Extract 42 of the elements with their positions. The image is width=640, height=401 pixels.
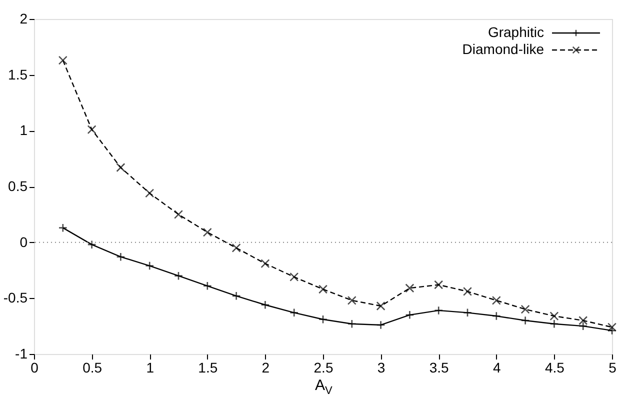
point [202,228,212,237]
point [145,188,154,198]
point [492,296,501,305]
y-tick-label: 1.5 [8,66,28,82]
y-tick-label: 1 [20,122,28,138]
x-tick-label: 2 [262,360,270,376]
point [376,301,386,311]
point [174,210,184,219]
point [462,286,472,296]
point [347,296,356,305]
x-tick-label: 3 [377,360,386,376]
point [58,56,68,65]
x-tick-label: 5 [608,360,617,376]
point [318,284,328,294]
point [87,125,96,134]
legend-label: Diamond-like [462,41,544,57]
x-tick-label: 1 [146,360,154,376]
point [260,259,270,268]
x-tick-label: 4 [493,360,501,376]
point [607,322,617,332]
y-tick-label: 2 [20,10,28,26]
point [607,326,617,336]
y-tick-label: -0.5 [3,290,28,306]
y-tick-label: -1 [15,346,28,362]
y-tick-label: 0.5 [8,178,28,194]
x-tick-label: 0.5 [82,360,102,376]
point [58,223,68,232]
x-tick-label: 0 [30,360,39,376]
point [550,312,559,321]
y-tick-label: 0 [20,234,28,250]
point [578,316,588,326]
legend-label: Graphitic [488,24,544,40]
point [434,280,444,290]
point [405,284,414,293]
point [290,272,299,282]
x-tick-label: 2.5 [314,360,334,376]
x-tick-label: 1.5 [198,360,218,376]
point [116,162,126,172]
point [232,243,241,252]
x-tick-label: 3.5 [429,360,450,376]
point [520,304,530,314]
x-tick-label: 4.5 [544,360,565,376]
